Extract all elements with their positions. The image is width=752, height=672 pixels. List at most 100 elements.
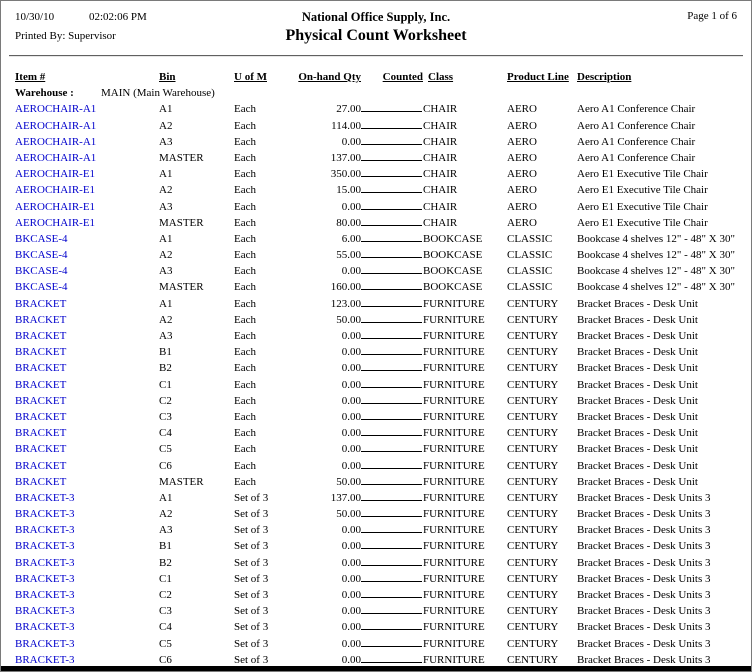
item-number-link[interactable]: BRACKET-3 xyxy=(15,556,75,569)
item-number-link[interactable]: BRACKET-3 xyxy=(15,540,75,553)
uofm-cell: Each xyxy=(234,265,256,278)
counted-blank-line xyxy=(361,564,422,566)
description-cell: Bracket Braces - Desk Units 3 xyxy=(577,589,711,601)
description-cell: Bracket Braces - Desk Unit xyxy=(577,459,698,472)
counted-cell xyxy=(361,199,423,215)
item-number-link[interactable]: BRACKET xyxy=(15,443,67,456)
item-number-link[interactable]: BRACKET-3 xyxy=(15,637,75,650)
onhand-qty-cell: 0.00 xyxy=(341,410,361,423)
item-number-link[interactable]: BRACKET-3 xyxy=(15,589,75,601)
uofm-cell: Set of 3 xyxy=(234,508,269,521)
onhand-qty-cell: 0.00 xyxy=(341,572,361,585)
onhand-qty-cell: 0.00 xyxy=(341,346,361,359)
col-header-item: Item # xyxy=(15,71,46,83)
onhand-qty-cell: 80.00 xyxy=(336,216,361,229)
counted-cell xyxy=(361,166,423,182)
item-number-link[interactable]: BRACKET-3 xyxy=(15,491,75,504)
product-line-cell: CENTURY xyxy=(507,508,559,521)
item-number-link[interactable]: BKCASE-4 xyxy=(15,249,68,262)
bin-cell: A2 xyxy=(159,119,173,132)
col-header-class: Class xyxy=(428,71,454,83)
class-cell: FURNITURE xyxy=(423,556,485,569)
item-number-link[interactable]: BKCASE-4 xyxy=(15,281,68,294)
item-number-link[interactable]: BRACKET-3 xyxy=(15,605,75,618)
bin-cell: A1 xyxy=(159,168,173,181)
item-number-link[interactable]: BRACKET xyxy=(15,346,67,359)
item-number-link[interactable]: BRACKET xyxy=(15,330,67,342)
item-number-link[interactable]: BRACKET-3 xyxy=(15,524,75,537)
item-number-link[interactable]: BRACKET xyxy=(15,459,67,472)
item-number-link[interactable]: AEROCHAIR-E1 xyxy=(15,168,96,181)
bin-cell: C2 xyxy=(159,394,172,407)
item-number-link[interactable]: BRACKET-3 xyxy=(15,621,75,634)
class-cell: FURNITURE xyxy=(423,443,485,456)
description-cell: Bookcase 4 shelves 12" - 48" X 30" xyxy=(577,249,735,262)
uofm-cell: Each xyxy=(234,151,256,164)
uofm-cell: Set of 3 xyxy=(234,491,269,504)
item-number-link[interactable]: BRACKET-3 xyxy=(15,508,75,521)
item-number-link[interactable]: BRACKET xyxy=(15,427,67,440)
onhand-qty-cell: 0.00 xyxy=(341,637,361,650)
onhand-qty-cell: 123.00 xyxy=(330,297,361,310)
item-number-link[interactable]: AEROCHAIR-E1 xyxy=(15,184,96,197)
item-number-link[interactable]: BKCASE-4 xyxy=(15,232,68,245)
table-row: AEROCHAIR-A1 A1 Each 27.00 CHAIR AERO Ae… xyxy=(1,101,751,117)
description-cell: Bracket Braces - Desk Unit xyxy=(577,475,698,488)
uofm-cell: Set of 3 xyxy=(234,621,269,634)
item-number-link[interactable]: AEROCHAIR-E1 xyxy=(15,216,96,229)
item-number-link[interactable]: BRACKET xyxy=(15,313,67,326)
product-line-cell: CENTURY xyxy=(507,524,559,537)
product-line-cell: CENTURY xyxy=(507,621,559,634)
counted-blank-line xyxy=(361,499,422,501)
counted-cell xyxy=(361,409,423,425)
uofm-cell: Each xyxy=(234,135,256,148)
item-number-link[interactable]: BKCASE-4 xyxy=(15,265,68,278)
product-line-cell: CENTURY xyxy=(507,346,559,359)
item-number-link[interactable]: BRACKET xyxy=(15,475,67,488)
product-line-cell: CENTURY xyxy=(507,443,559,456)
item-number-link[interactable]: BRACKET xyxy=(15,362,67,375)
item-number-link[interactable]: AEROCHAIR-A1 xyxy=(15,151,97,164)
item-number-link[interactable]: AEROCHAIR-A1 xyxy=(15,119,97,132)
bin-cell: C1 xyxy=(159,572,172,585)
counted-blank-line xyxy=(361,435,422,437)
col-header-counted: Counted xyxy=(382,71,423,83)
class-cell: FURNITURE xyxy=(423,459,485,472)
onhand-qty-cell: 15.00 xyxy=(336,184,361,197)
class-cell: FURNITURE xyxy=(423,297,485,310)
table-row: BRACKET C1 Each 0.00 FURNITURE CENTURY B… xyxy=(1,377,751,393)
item-number-link[interactable]: BRACKET xyxy=(15,297,67,310)
item-number-link[interactable]: BRACKET xyxy=(15,410,67,423)
uofm-cell: Each xyxy=(234,459,256,472)
table-row: BRACKET C5 Each 0.00 FURNITURE CENTURY B… xyxy=(1,441,751,457)
item-number-link[interactable]: BRACKET-3 xyxy=(15,572,75,585)
warehouse-row: Warehouse : MAIN (Main Warehouse) xyxy=(1,85,751,101)
counted-cell xyxy=(361,182,423,198)
bin-cell: C5 xyxy=(159,443,172,456)
item-number-link[interactable]: AEROCHAIR-E1 xyxy=(15,200,96,213)
description-cell: Aero A1 Conference Chair xyxy=(577,103,696,116)
onhand-qty-cell: 27.00 xyxy=(336,103,361,116)
class-cell: FURNITURE xyxy=(423,572,485,585)
item-number-link[interactable]: AEROCHAIR-A1 xyxy=(15,135,97,148)
table-row: AEROCHAIR-E1 A1 Each 350.00 CHAIR AERO A… xyxy=(1,166,751,182)
table-row: AEROCHAIR-A1 A2 Each 114.00 CHAIR AERO A… xyxy=(1,118,751,134)
table-row: AEROCHAIR-A1 A3 Each 0.00 CHAIR AERO Aer… xyxy=(1,134,751,150)
product-line-cell: CLASSIC xyxy=(507,265,553,278)
description-cell: Bracket Braces - Desk Units 3 xyxy=(577,621,711,634)
item-number-link[interactable]: BRACKET-3 xyxy=(15,653,75,666)
counted-cell xyxy=(361,101,423,117)
bin-cell: A1 xyxy=(159,491,173,504)
table-row: BRACKET-3 C1 Set of 3 0.00 FURNITURE CEN… xyxy=(1,571,751,587)
item-number-link[interactable]: BRACKET xyxy=(15,394,67,407)
description-cell: Aero E1 Executive Tile Chair xyxy=(577,168,708,181)
description-cell: Bracket Braces - Desk Unit xyxy=(577,443,698,456)
bin-cell: MASTER xyxy=(159,475,204,488)
uofm-cell: Each xyxy=(234,362,256,375)
counted-blank-line xyxy=(361,143,422,145)
class-cell: FURNITURE xyxy=(423,427,485,440)
counted-blank-line xyxy=(361,613,422,615)
item-number-link[interactable]: BRACKET xyxy=(15,378,67,391)
item-number-link[interactable]: AEROCHAIR-A1 xyxy=(15,103,97,116)
bin-cell: A3 xyxy=(159,135,173,148)
